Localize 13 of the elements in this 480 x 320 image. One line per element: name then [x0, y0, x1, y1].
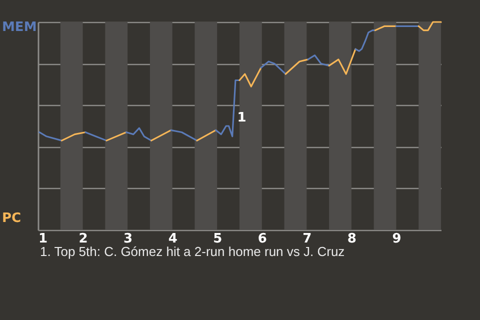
x-tick-label: 3 — [124, 232, 133, 246]
x-tick-label: 6 — [258, 232, 267, 246]
text: PC — [2, 211, 22, 226]
x-tick-label: 2 — [78, 232, 88, 246]
text: 1. Top 5th: C. Gómez hit a 2-run home run vs J. Cruz — [40, 244, 345, 259]
annotation: 1 — [237, 110, 246, 126]
x-tick-label: 4 — [168, 232, 178, 246]
text: MEM — [2, 20, 37, 35]
x-tick-label: 9 — [392, 232, 402, 246]
x-tick-label: 7 — [302, 232, 312, 246]
x-tick-label: 8 — [347, 232, 356, 246]
x-tick-label: 1 — [38, 232, 48, 246]
x-tick-label: 5 — [213, 232, 222, 246]
